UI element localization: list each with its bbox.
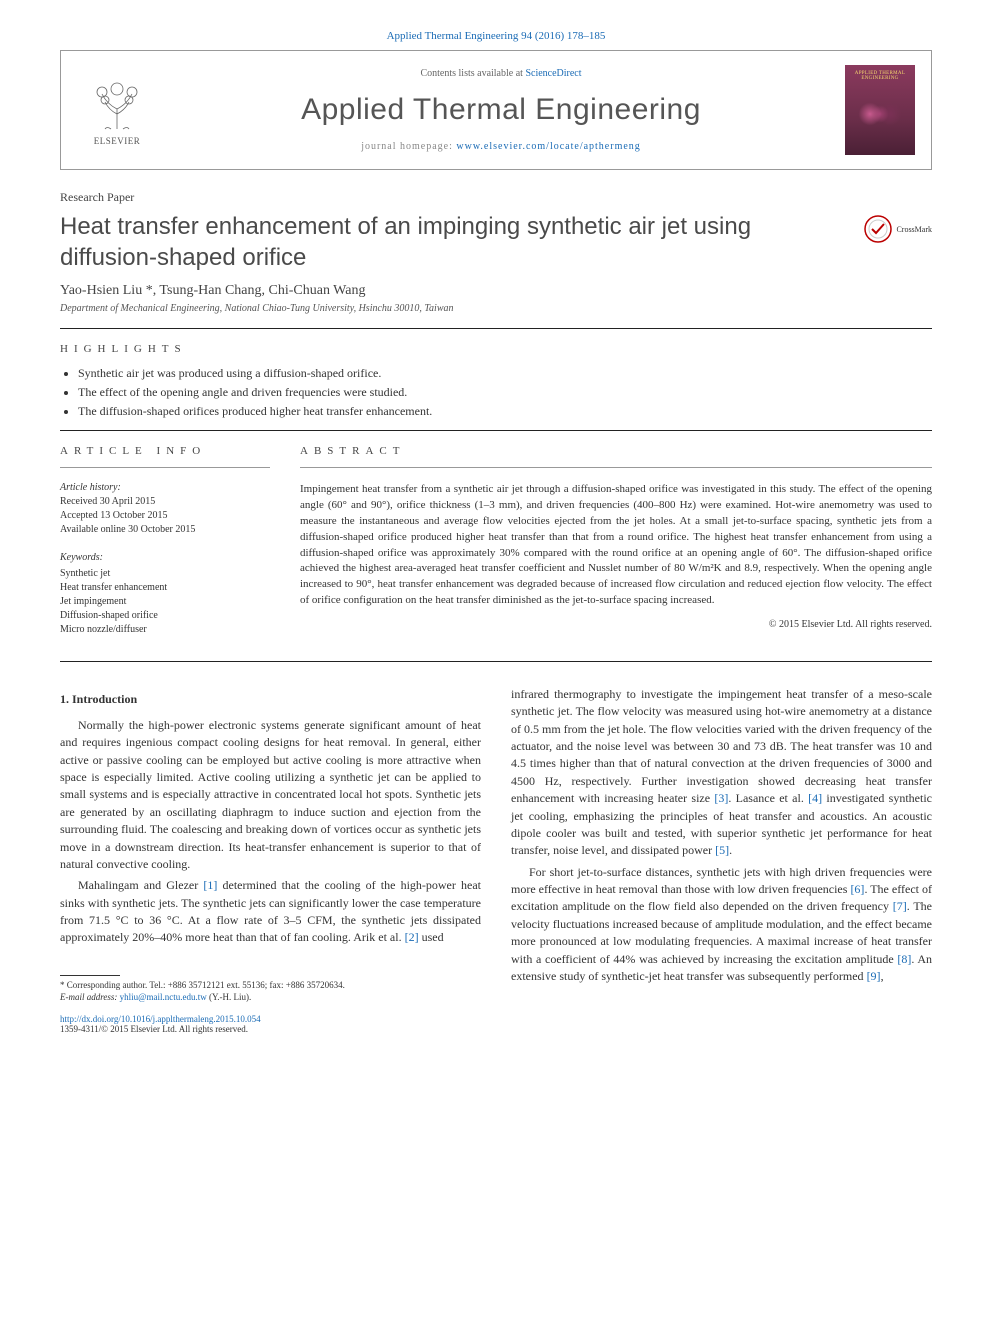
corresponding-author-note: * Corresponding author. Tel.: +886 35712… <box>60 979 481 992</box>
intro-heading: 1. Introduction <box>60 692 481 707</box>
journal-title: Applied Thermal Engineering <box>157 93 845 127</box>
email-suffix: (Y.-H. Liu). <box>207 992 252 1002</box>
crossmark-badge[interactable]: CrossMark <box>864 215 932 243</box>
body-text: . Lasance et al. <box>728 791 808 805</box>
paper-type-label: Research Paper <box>60 190 932 205</box>
ref-link[interactable]: [1] <box>203 878 217 892</box>
journal-header-box: ELSEVIER Contents lists available at Sci… <box>60 50 932 170</box>
rule-light <box>300 467 932 468</box>
rule <box>60 661 932 662</box>
contents-prefix: Contents lists available at <box>420 68 525 79</box>
highlights-list: Synthetic air jet was produced using a d… <box>60 365 932 419</box>
keyword: Jet impingement <box>60 595 270 609</box>
footnote-rule <box>60 975 120 976</box>
body-text: , <box>881 969 884 983</box>
ref-link[interactable]: [2] <box>405 930 419 944</box>
article-info-heading: ARTICLE INFO <box>60 445 270 457</box>
affiliation: Department of Mechanical Engineering, Na… <box>60 303 932 314</box>
keyword: Synthetic jet <box>60 567 270 581</box>
received-date: Received 30 April 2015 <box>60 495 270 509</box>
journal-homepage-link[interactable]: www.elsevier.com/locate/apthermeng <box>456 141 640 152</box>
keywords-label: Keywords: <box>60 551 270 565</box>
body-text: Mahalingam and Glezer <box>78 878 203 892</box>
keyword: Micro nozzle/diffuser <box>60 623 270 637</box>
journal-reference: Applied Thermal Engineering 94 (2016) 17… <box>60 30 932 42</box>
homepage-prefix: journal homepage: <box>361 141 456 152</box>
body-para: For short jet-to-surface distances, synt… <box>511 864 932 986</box>
elsevier-logo: ELSEVIER <box>77 74 157 146</box>
elsevier-label: ELSEVIER <box>94 136 141 146</box>
email-label: E-mail address: <box>60 992 120 1002</box>
article-info-column: ARTICLE INFO Article history: Received 3… <box>60 445 270 651</box>
history-label: Article history: <box>60 482 270 493</box>
keyword: Heat transfer enhancement <box>60 581 270 595</box>
journal-cover-thumbnail: APPLIED THERMAL ENGINEERING <box>845 65 915 155</box>
cover-graphic <box>855 99 905 129</box>
ref-link[interactable]: [6] <box>850 882 864 896</box>
body-para: Mahalingam and Glezer [1] determined tha… <box>60 877 481 947</box>
highlight-item: The effect of the opening angle and driv… <box>78 384 932 401</box>
body-text: used <box>419 930 444 944</box>
body-para: Normally the high-power electronic syste… <box>60 717 481 874</box>
crossmark-label: CrossMark <box>896 225 932 234</box>
body-text: . <box>729 843 732 857</box>
ref-link[interactable]: [9] <box>867 969 881 983</box>
rule <box>60 328 932 329</box>
ref-link[interactable]: [5] <box>715 843 729 857</box>
rule-light <box>60 467 270 468</box>
rule <box>60 430 932 431</box>
abstract-column: ABSTRACT Impingement heat transfer from … <box>300 445 932 651</box>
paper-title: Heat transfer enhancement of an impingin… <box>60 211 864 273</box>
highlight-item: Synthetic air jet was produced using a d… <box>78 365 932 382</box>
body-text: infrared thermography to investigate the… <box>511 687 932 805</box>
keyword: Diffusion-shaped orifice <box>60 609 270 623</box>
abstract-text: Impingement heat transfer from a synthet… <box>300 482 932 610</box>
elsevier-tree-icon <box>87 74 147 134</box>
ref-link[interactable]: [7] <box>893 899 907 913</box>
contents-available-line: Contents lists available at ScienceDirec… <box>157 68 845 79</box>
author-list: Yao-Hsien Liu *, Tsung-Han Chang, Chi-Ch… <box>60 283 366 298</box>
issn-copyright-line: 1359-4311/© 2015 Elsevier Ltd. All right… <box>60 1024 932 1034</box>
journal-homepage-line: journal homepage: www.elsevier.com/locat… <box>157 141 845 152</box>
email-link[interactable]: yhliu@mail.nctu.edu.tw <box>120 992 207 1002</box>
page-footer: http://dx.doi.org/10.1016/j.applthermale… <box>60 1014 932 1034</box>
abstract-copyright: © 2015 Elsevier Ltd. All rights reserved… <box>300 619 932 630</box>
online-date: Available online 30 October 2015 <box>60 523 270 537</box>
ref-link[interactable]: [4] <box>808 791 822 805</box>
ref-link[interactable]: [8] <box>897 952 911 966</box>
footnote-block: * Corresponding author. Tel.: +886 35712… <box>60 975 481 1004</box>
abstract-heading: ABSTRACT <box>300 445 932 457</box>
highlights-heading: HIGHLIGHTS <box>60 343 932 355</box>
accepted-date: Accepted 13 October 2015 <box>60 509 270 523</box>
highlights-section: HIGHLIGHTS Synthetic air jet was produce… <box>60 343 932 419</box>
body-para: infrared thermography to investigate the… <box>511 686 932 860</box>
doi-link[interactable]: http://dx.doi.org/10.1016/j.applthermale… <box>60 1014 261 1024</box>
crossmark-icon <box>864 215 892 243</box>
ref-link[interactable]: [3] <box>714 791 728 805</box>
sciencedirect-link[interactable]: ScienceDirect <box>525 68 581 79</box>
email-line: E-mail address: yhliu@mail.nctu.edu.tw (… <box>60 991 481 1004</box>
header-center: Contents lists available at ScienceDirec… <box>157 68 845 152</box>
body-columns: 1. Introduction Normally the high-power … <box>60 686 932 1004</box>
highlight-item: The diffusion-shaped orifices produced h… <box>78 403 932 420</box>
cover-title: APPLIED THERMAL ENGINEERING <box>849 71 911 81</box>
authors-line: Yao-Hsien Liu *, Tsung-Han Chang, Chi-Ch… <box>60 283 932 299</box>
